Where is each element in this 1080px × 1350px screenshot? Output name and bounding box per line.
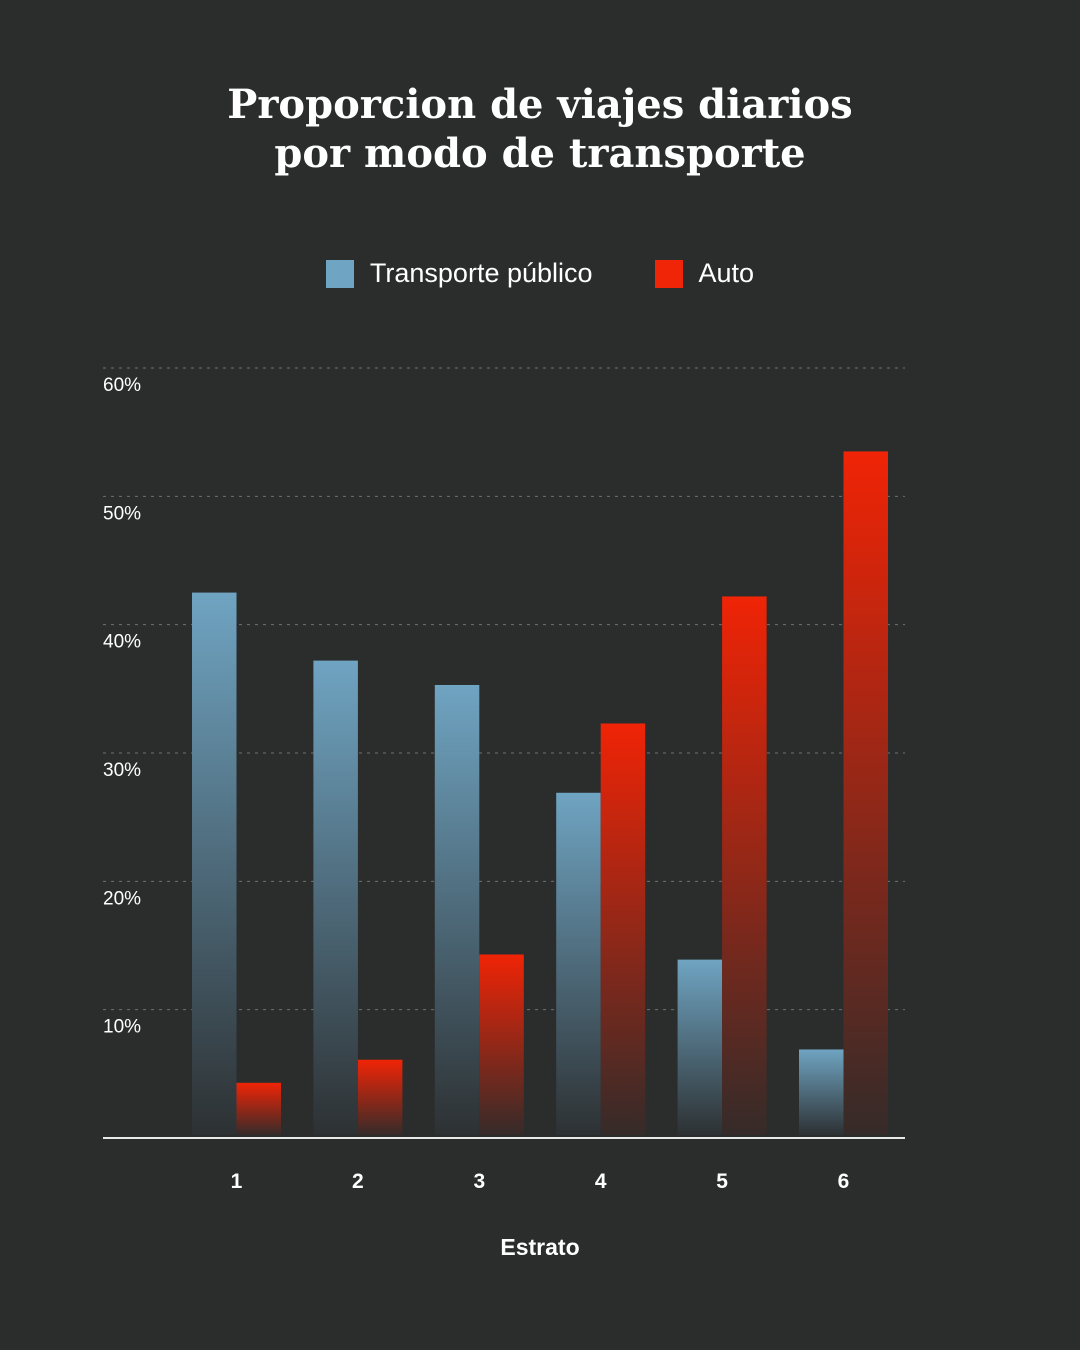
y-tick-label-60: 60% bbox=[103, 375, 141, 396]
bar-auto-3 bbox=[479, 954, 524, 1135]
bar-transporte-publico-6 bbox=[799, 1049, 844, 1135]
y-tick-label-30: 30% bbox=[103, 760, 141, 781]
y-tick-label-10: 10% bbox=[103, 1017, 141, 1038]
chart-title: Proporcion de viajes diarios por modo de… bbox=[0, 80, 1080, 178]
bar-transporte-publico-1 bbox=[192, 592, 237, 1135]
bar-transporte-publico-3 bbox=[434, 684, 480, 1135]
bar-transporte-publico-4 bbox=[556, 792, 601, 1135]
legend-label-transporte-publico: Transporte público bbox=[369, 258, 593, 288]
bar-auto-4 bbox=[600, 723, 646, 1135]
x-tick-label-2: 2 bbox=[352, 1170, 364, 1193]
x-tick-label-6: 6 bbox=[838, 1170, 850, 1193]
bar-auto-1 bbox=[236, 1082, 281, 1135]
chart-legend: Transporte público Auto bbox=[0, 258, 1080, 289]
legend-swatch-transporte-publico bbox=[325, 259, 354, 288]
bar-auto-2 bbox=[357, 1059, 403, 1135]
bar-auto-5 bbox=[722, 596, 767, 1135]
x-axis-label: Estrato bbox=[500, 1234, 580, 1260]
chart-title-line-2: por modo de transporte bbox=[274, 130, 806, 177]
legend-label-auto: Auto bbox=[698, 258, 755, 288]
legend-item-transporte-publico: Transporte público bbox=[325, 258, 593, 289]
bar-transporte-publico-2 bbox=[313, 660, 358, 1135]
axes: 10% 20% 30% 40% 50% 60% 1 2 3 4 5 6 bbox=[103, 375, 905, 1193]
x-tick-label-5: 5 bbox=[716, 1170, 728, 1193]
legend-item-auto: Auto bbox=[654, 258, 755, 289]
bar-transporte-publico-5 bbox=[677, 959, 723, 1135]
bar-auto-6 bbox=[843, 451, 888, 1136]
x-tick-label-1: 1 bbox=[231, 1170, 243, 1193]
y-tick-label-40: 40% bbox=[103, 632, 141, 653]
legend-swatch-auto bbox=[654, 259, 683, 288]
chart-title-line-1: Proporcion de viajes diarios bbox=[227, 81, 853, 128]
x-tick-label-4: 4 bbox=[595, 1170, 607, 1193]
y-tick-label-20: 20% bbox=[103, 888, 141, 909]
bars bbox=[192, 451, 888, 1136]
x-tick-label-3: 3 bbox=[473, 1170, 485, 1193]
y-tick-label-50: 50% bbox=[103, 503, 141, 524]
